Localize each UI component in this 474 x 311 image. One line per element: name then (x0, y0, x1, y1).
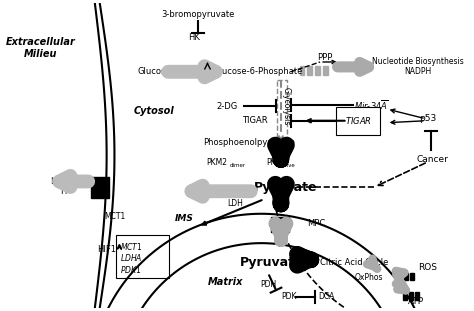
Text: ATP: ATP (408, 297, 424, 306)
Text: $\it{PDK1}$: $\it{PDK1}$ (120, 264, 142, 275)
Text: 3-bromopyruvate: 3-bromopyruvate (161, 11, 234, 20)
Text: Glucose: Glucose (138, 67, 172, 76)
Text: Nucleotide Biosynthesis: Nucleotide Biosynthesis (372, 58, 464, 67)
Text: Lactate: Lactate (50, 177, 81, 186)
Bar (415, 292, 419, 300)
Text: Pyruvate: Pyruvate (239, 256, 303, 269)
Text: TIGAR: TIGAR (242, 116, 267, 125)
Bar (404, 272, 408, 280)
Text: Phosphoenolpyruvate: Phosphoenolpyruvate (203, 138, 294, 147)
Text: Milieu: Milieu (24, 49, 58, 59)
Text: MPC: MPC (307, 219, 326, 228)
Text: $\it{MCT1}$: $\it{MCT1}$ (120, 241, 143, 252)
Bar (307, 66, 312, 75)
Text: dimer: dimer (230, 163, 246, 168)
Text: p53: p53 (419, 114, 437, 123)
Bar (300, 66, 304, 75)
Bar (315, 66, 320, 75)
FancyBboxPatch shape (91, 177, 109, 198)
Text: PPP: PPP (317, 53, 333, 62)
Text: Cytosol: Cytosol (134, 106, 175, 116)
Text: Cancer: Cancer (417, 156, 448, 165)
Text: PKM2: PKM2 (206, 158, 227, 167)
Text: $\it{TIGAR}$: $\it{TIGAR}$ (345, 115, 372, 126)
Text: LDH: LDH (227, 199, 243, 208)
Text: DCA: DCA (318, 293, 335, 301)
Bar (277, 80, 287, 143)
Text: Pyruvate: Pyruvate (254, 181, 318, 194)
Text: HK: HK (188, 33, 200, 42)
Text: Extracellular: Extracellular (6, 37, 76, 47)
Text: $\it{Mir}$-34$\overline{A}$: $\it{Mir}$-34$\overline{A}$ (355, 98, 389, 112)
Text: $\it{LDHA}$: $\it{LDHA}$ (120, 252, 143, 263)
Text: Matrix: Matrix (208, 277, 243, 287)
Text: active: active (279, 163, 296, 168)
FancyBboxPatch shape (117, 235, 169, 278)
Text: Glycolysis: Glycolysis (281, 87, 290, 125)
Text: MCT1: MCT1 (104, 212, 125, 221)
Text: OxPhos: OxPhos (355, 273, 383, 282)
Bar (323, 66, 328, 75)
Text: Citric Acid Cycle: Citric Acid Cycle (320, 258, 389, 267)
Text: Glucose-6-Phosphate: Glucose-6-Phosphate (214, 67, 303, 76)
Bar (409, 292, 413, 300)
Text: PK: PK (266, 158, 276, 167)
Text: IMS: IMS (175, 214, 194, 223)
Text: 2-DG: 2-DG (217, 102, 237, 110)
Text: Lactate: Lactate (187, 188, 218, 197)
FancyBboxPatch shape (271, 217, 289, 232)
Bar (399, 272, 402, 280)
Text: ROS: ROS (418, 263, 438, 272)
Text: H⁺: H⁺ (60, 187, 71, 196)
Text: PDH: PDH (260, 280, 276, 289)
Bar (410, 272, 414, 280)
Text: NADPH: NADPH (404, 67, 432, 76)
Text: HIF1: HIF1 (98, 245, 117, 254)
Bar (403, 292, 407, 300)
Text: PDK: PDK (281, 293, 296, 301)
